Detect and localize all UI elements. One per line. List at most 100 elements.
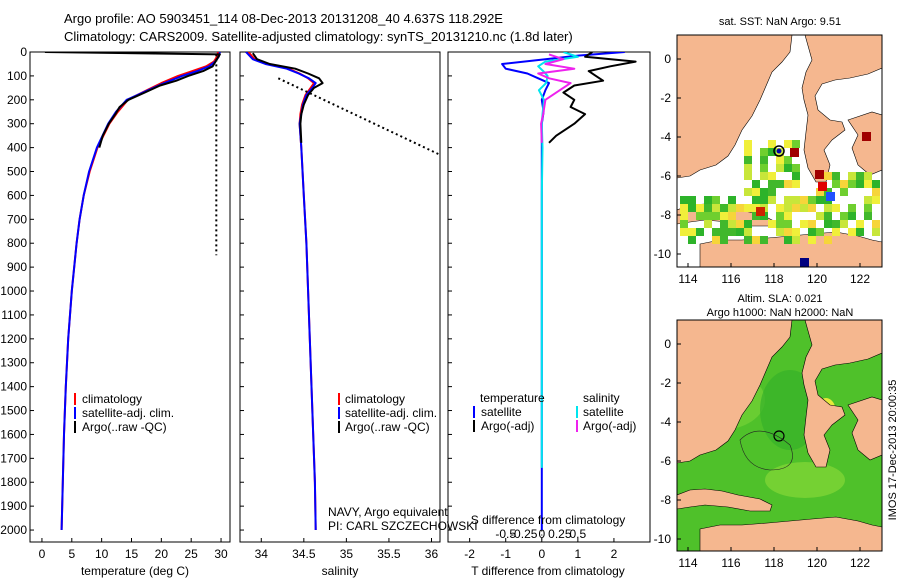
map-x-tick-label: 114	[678, 272, 697, 286]
x-tick-label: 34	[255, 547, 269, 561]
sst-cell	[872, 220, 880, 228]
map-x-tick-label: 120	[807, 272, 827, 286]
x-tick-label: 1	[575, 547, 582, 561]
sst-cell	[784, 140, 792, 148]
diff-legend-title-salinity: salinity	[583, 391, 620, 405]
diff-legend-label-sal-argo: Argo(-adj)	[583, 419, 636, 433]
sst-cell	[872, 228, 880, 236]
sst-cell	[704, 220, 712, 228]
sst-cell	[760, 196, 768, 204]
header-line2: Climatology: CARS2009. Satellite-adjuste…	[64, 29, 573, 44]
sst-cell	[744, 172, 752, 180]
sst-cell	[800, 196, 808, 204]
map1-argo-dot	[776, 148, 782, 154]
sst-cell	[712, 204, 720, 212]
sst-cell	[864, 212, 872, 220]
x-tick-label: 30	[214, 547, 228, 561]
sst-cell	[760, 188, 768, 196]
sst-cell	[768, 220, 776, 228]
sst-hot-cell	[826, 192, 835, 201]
sst-cell	[856, 180, 864, 188]
sst-cell	[768, 148, 776, 156]
map2-title2: Argo h1000: NaN h2000: NaN	[707, 307, 854, 319]
sst-cell	[760, 148, 768, 156]
sst-cell	[760, 164, 768, 172]
temperature-panel	[29, 51, 231, 543]
sst-cell	[768, 172, 776, 180]
sst-cell	[712, 228, 720, 236]
s-tick-label: 0.25	[548, 527, 572, 541]
sst-cell	[752, 236, 760, 244]
map2-se-sulawesi	[847, 396, 882, 461]
map2-title1: Altim. SLA: 0.021	[738, 293, 823, 305]
sst-cell	[704, 204, 712, 212]
x-tick-label: 35	[340, 547, 354, 561]
sla-map	[677, 320, 882, 551]
map1-argo-marker	[773, 145, 785, 157]
temperature-xlabel: temperature (deg C)	[81, 564, 189, 578]
sst-cell	[720, 236, 728, 244]
s-tick-label: 0	[538, 527, 545, 541]
depth-tick-label: 2000	[0, 523, 27, 537]
depth-tick-label: 1100	[1, 308, 27, 322]
sst-cell	[832, 228, 840, 236]
sst-cell	[704, 196, 712, 204]
map-x-tick-label: 116	[721, 556, 740, 570]
depth-tick-label: 700	[7, 212, 27, 226]
map-y-tick-label: -6	[660, 454, 671, 468]
annotation-navy: NAVY, Argo equivalent	[328, 505, 448, 519]
depth-tick-label: 1400	[0, 380, 27, 394]
sst-hot-cell	[862, 132, 871, 141]
depth-axis: 0 100 200 300 400 500 600 700 800 900 1000 1100 1200…	[0, 45, 452, 537]
legend-label-satellite: satellite-adj. clim.	[82, 406, 174, 420]
sst-cell	[704, 212, 712, 220]
map-y-tick-label: -4	[660, 130, 671, 144]
map-y-tick-label: -2	[660, 376, 671, 390]
depth-tick-label: 900	[7, 260, 27, 274]
sst-cell	[784, 156, 792, 164]
sst-cell	[848, 172, 856, 180]
temperature-series-argo	[44, 52, 221, 148]
sst-cell	[776, 220, 784, 228]
sst-cell	[752, 196, 760, 204]
depth-tick-label: 300	[7, 117, 27, 131]
sst-cell	[808, 236, 816, 244]
sst-cell	[776, 212, 784, 220]
sst-cell	[768, 140, 776, 148]
sst-cell	[808, 228, 816, 236]
difference-series-temp-argo	[548, 52, 637, 144]
salinity-lines	[245, 52, 440, 531]
salinity-xlabel: salinity	[322, 564, 359, 578]
sst-cell	[784, 196, 792, 204]
sst-cell	[680, 228, 688, 236]
temperature-legend: climatology satellite-adj. clim. Argo(..…	[74, 392, 174, 434]
sst-cell	[816, 228, 824, 236]
sst-cell	[792, 172, 800, 180]
sst-cell	[680, 220, 688, 228]
sst-cell	[832, 204, 840, 212]
sst-cell	[792, 204, 800, 212]
sst-cell	[792, 140, 800, 148]
sst-cell	[688, 236, 696, 244]
x-tick-label: -1	[500, 547, 511, 561]
sst-cell	[712, 196, 720, 204]
sst-cell	[736, 204, 744, 212]
map-x-tick-label: 118	[764, 556, 783, 570]
sst-cell	[712, 212, 720, 220]
map1-axes: 114 116 118 120 122 0 -2 -4 -6 -8 -10	[654, 52, 871, 286]
map-y-tick-label: -6	[660, 169, 671, 183]
difference-toplabel: S difference from climatology	[471, 513, 626, 527]
salinity-panel	[239, 51, 441, 543]
sst-cell	[792, 180, 800, 188]
depth-tick-label: 600	[7, 188, 27, 202]
sst-cell	[808, 220, 816, 228]
temperature-lines	[44, 52, 221, 531]
sst-cell	[816, 188, 824, 196]
legend-label-argo: Argo(..raw -QC)	[82, 420, 167, 434]
map-x-tick-label: 122	[850, 272, 870, 286]
sst-cell	[840, 188, 848, 196]
sst-cell	[760, 236, 768, 244]
sst-cell	[768, 180, 776, 188]
x-tick-label: -2	[464, 547, 475, 561]
